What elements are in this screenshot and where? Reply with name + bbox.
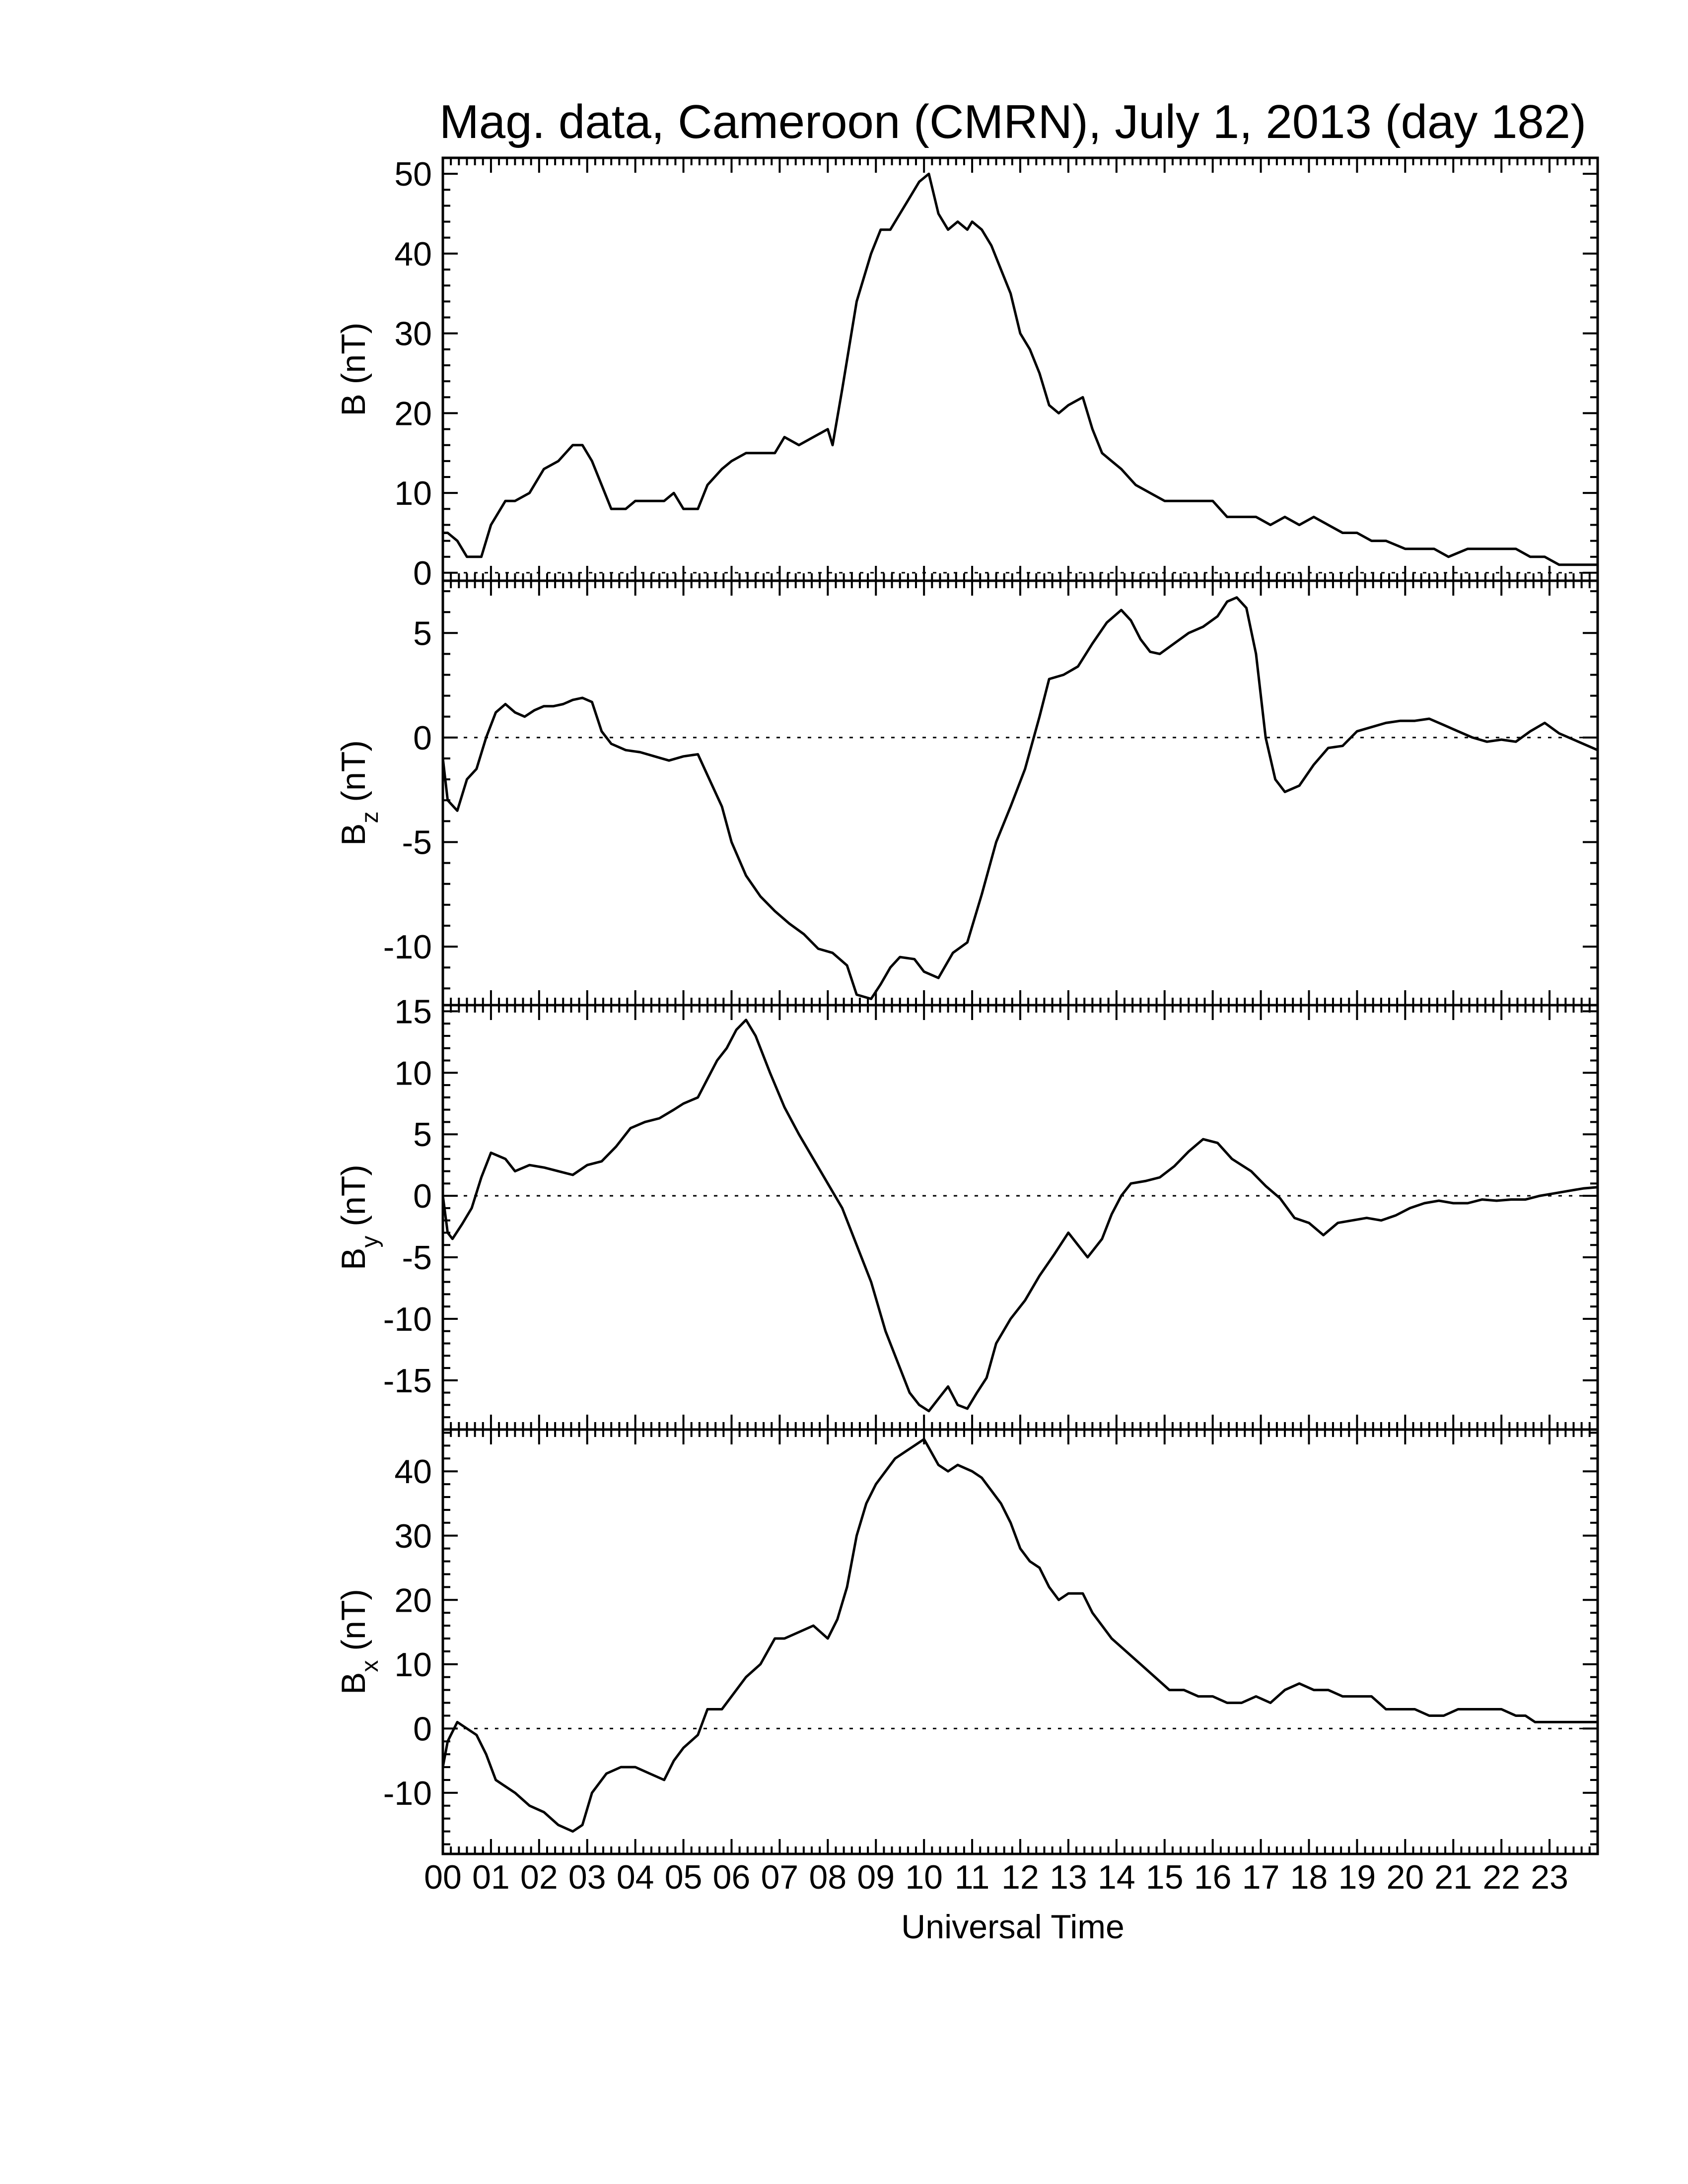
y-tick-label: 0 [413, 1177, 432, 1215]
x-tick-label: 12 [1001, 1858, 1039, 1896]
series-line-bx [441, 1437, 1599, 1833]
x-tick-label: 03 [568, 1858, 606, 1896]
x-tick-label: 21 [1434, 1858, 1472, 1896]
x-tick-labels: 00 01 02 03 04 05 06 07 08 09 10 11 12 13 14 15 16 17 18 19… [424, 1858, 1568, 1896]
y-tick-label: -10 [383, 1300, 432, 1338]
series-line-bz [441, 596, 1599, 1000]
y-tick-label: 5 [413, 614, 432, 652]
y-tick-label: 20 [394, 395, 432, 432]
series-line-b [441, 172, 1599, 566]
y-axis-title-main: B (nT) [335, 323, 372, 416]
y-tick-label: 10 [394, 475, 432, 512]
y-tick-label: 0 [413, 1710, 432, 1748]
y-axis-title-unit: (nT) [335, 1164, 372, 1236]
y-tick-label: 50 [394, 155, 432, 193]
y-tick-label: -10 [383, 928, 432, 966]
x-tick-label: 16 [1194, 1858, 1232, 1896]
x-tick-label: 09 [857, 1858, 895, 1896]
x-tick-label: 10 [905, 1858, 943, 1896]
x-tick-label: 04 [617, 1858, 654, 1896]
panel-bz: -10 -5 0 5 Bz (nT) [335, 579, 1599, 1007]
y-tick-label: 30 [394, 1517, 432, 1555]
y-axis-title-bx: Bx (nT) [335, 1589, 383, 1695]
y-tick-label: 15 [394, 993, 432, 1030]
x-tick-label: 14 [1098, 1858, 1135, 1896]
x-tick-label: 13 [1050, 1858, 1087, 1896]
x-tick-label: 08 [809, 1858, 847, 1896]
x-tick-label: 07 [761, 1858, 799, 1896]
y-axis-title-main: B [335, 823, 372, 846]
y-axis-title-unit: (nT) [335, 740, 372, 812]
y-tick-label: -15 [383, 1362, 432, 1400]
x-tick-label: 15 [1146, 1858, 1184, 1896]
y-axis-title-main: B [335, 1672, 372, 1695]
x-tick-label: 18 [1290, 1858, 1328, 1896]
y-tick-label: 10 [394, 1646, 432, 1684]
x-tick-label: 23 [1531, 1858, 1568, 1896]
panel-by: -15 -10 -5 0 5 10 15 By (nT) [335, 993, 1599, 1431]
y-tick-label: -5 [402, 1239, 432, 1277]
y-axis-title-unit: (nT) [335, 1589, 372, 1660]
x-tick-label: 06 [713, 1858, 751, 1896]
x-tick-label: 22 [1482, 1858, 1520, 1896]
x-axis-title: Universal Time [901, 1908, 1125, 1946]
y-tick-label: -5 [402, 823, 432, 861]
panel-bx: -10 0 10 20 30 40 Bx (nT) [335, 1428, 1599, 1855]
series-line-by [441, 1019, 1599, 1413]
y-tick-label: 0 [413, 719, 432, 757]
x-tick-label: 00 [424, 1858, 462, 1896]
chart-title: Mag. data, Cameroon (CMRN), July 1, 2013… [439, 95, 1586, 148]
y-tick-label: -10 [383, 1774, 432, 1812]
x-tick-label: 19 [1338, 1858, 1376, 1896]
x-tick-label: 20 [1387, 1858, 1424, 1896]
y-tick-label: 10 [394, 1054, 432, 1092]
y-tick-label: 40 [394, 235, 432, 273]
y-axis-title-main: B [335, 1248, 372, 1270]
y-tick-label: 20 [394, 1581, 432, 1619]
x-tick-label: 02 [520, 1858, 558, 1896]
y-tick-label: 40 [394, 1453, 432, 1491]
y-axis-title-subscript: x [357, 1660, 383, 1672]
x-tick-label: 05 [665, 1858, 703, 1896]
y-axis-title-bz: Bz (nT) [335, 740, 383, 846]
y-tick-label: 30 [394, 315, 432, 353]
x-tick-label: 01 [472, 1858, 510, 1896]
y-axis-title-subscript: y [357, 1236, 383, 1248]
y-axis-title-b: B (nT) [335, 323, 372, 416]
y-axis-title-by: By (nT) [335, 1164, 383, 1270]
y-tick-label: 5 [413, 1116, 432, 1154]
x-tick-label: 17 [1242, 1858, 1280, 1896]
y-tick-label: 0 [413, 554, 432, 592]
x-tick-label: 11 [955, 1858, 990, 1896]
y-axis-title-subscript: z [357, 812, 383, 823]
